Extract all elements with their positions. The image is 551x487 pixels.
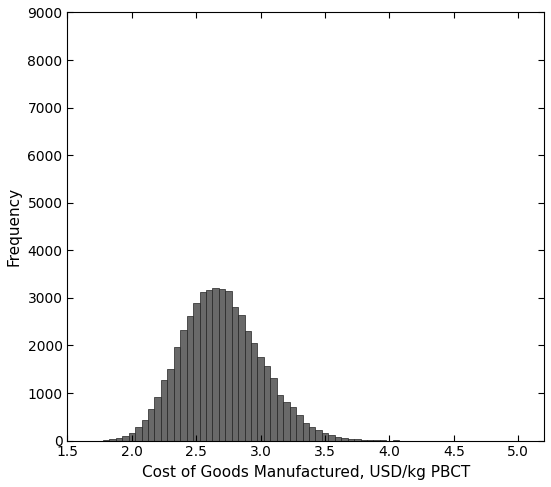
Bar — [277, 395, 283, 441]
Bar — [354, 439, 360, 441]
Bar — [129, 433, 135, 441]
Bar — [348, 439, 354, 441]
Bar — [309, 427, 315, 441]
Bar — [232, 307, 238, 441]
Bar — [257, 356, 264, 441]
Bar — [187, 316, 193, 441]
Bar — [174, 347, 180, 441]
Bar — [315, 430, 322, 441]
Bar — [335, 437, 341, 441]
Bar — [271, 378, 277, 441]
Bar — [283, 402, 290, 441]
Bar — [122, 436, 129, 441]
Bar — [142, 420, 148, 441]
Bar — [103, 440, 109, 441]
Bar — [154, 397, 161, 441]
Bar — [180, 331, 187, 441]
Bar — [225, 291, 232, 441]
Bar — [296, 415, 302, 441]
Bar — [199, 292, 206, 441]
Bar — [264, 366, 271, 441]
Bar — [251, 343, 257, 441]
Bar — [148, 410, 154, 441]
Bar — [367, 440, 374, 441]
Bar — [328, 435, 335, 441]
X-axis label: Cost of Goods Manufactured, USD/kg PBCT: Cost of Goods Manufactured, USD/kg PBCT — [142, 465, 470, 480]
Bar — [302, 423, 309, 441]
Bar — [109, 439, 116, 441]
Bar — [290, 407, 296, 441]
Bar — [168, 369, 174, 441]
Bar — [341, 438, 348, 441]
Y-axis label: Frequency: Frequency — [7, 187, 22, 266]
Bar — [135, 427, 142, 441]
Bar — [212, 288, 219, 441]
Bar — [245, 331, 251, 441]
Bar — [238, 315, 245, 441]
Bar — [219, 289, 225, 441]
Bar — [193, 303, 199, 441]
Bar — [322, 433, 328, 441]
Bar — [360, 440, 367, 441]
Bar — [116, 438, 122, 441]
Bar — [206, 290, 212, 441]
Bar — [161, 380, 168, 441]
